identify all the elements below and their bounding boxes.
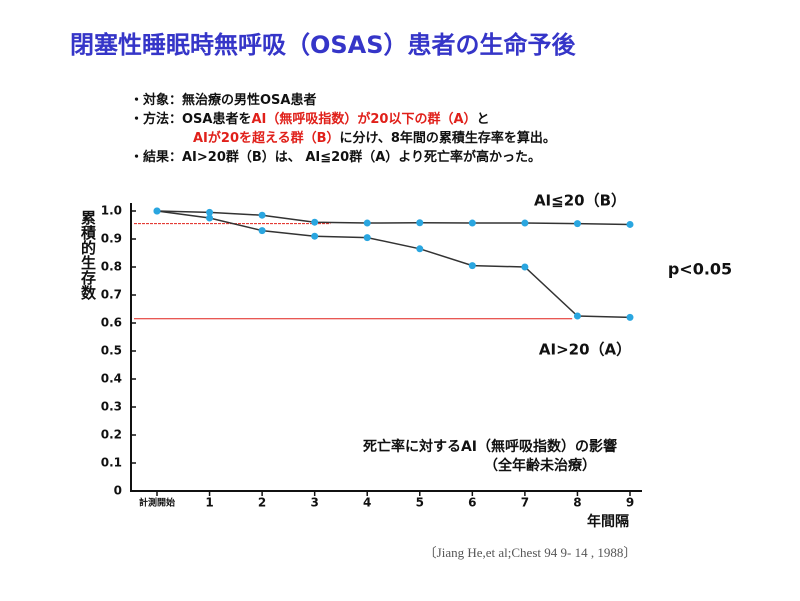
- x-axis-label: 年間隔: [587, 513, 629, 530]
- series-label: AI>20（A）: [539, 341, 631, 359]
- x-tick-label: 計測開始: [139, 497, 175, 509]
- bullet-line: ・対象：無治療の男性OSA患者: [130, 92, 316, 108]
- bullet-text: と: [477, 112, 490, 127]
- bullet-text: ・方法：OSA患者を: [130, 111, 251, 127]
- bullet-text: に分け、8年間の累積生存率を算出。: [340, 130, 556, 146]
- data-point: [153, 207, 161, 215]
- x-tick-label: 5: [416, 496, 424, 510]
- annotation: 死亡率に対するAI（無呼吸指数）の影響: [362, 438, 617, 455]
- x-tick-label: 6: [468, 496, 476, 510]
- y-tick-label: 0.9: [101, 232, 122, 246]
- data-point: [311, 218, 319, 226]
- series-line: [156, 210, 631, 319]
- y-tick-label: 0.8: [101, 260, 122, 274]
- bullet-line: AIが20を超える群（B）に分け、8年間の累積生存率を算出。: [193, 130, 556, 146]
- x-tick-label: 9: [626, 496, 634, 510]
- data-point: [626, 313, 634, 321]
- data-point: [416, 219, 424, 227]
- data-point: [468, 262, 476, 270]
- y-tick-label: 0.1: [101, 456, 122, 470]
- data-point: [311, 232, 319, 240]
- y-tick-label: 0: [114, 484, 122, 498]
- bullet-text: ・結果：AI>20群（B）は、 AI≦20群（A）より死亡率が高かった。: [130, 149, 541, 165]
- bullet-line: ・方法：OSA患者をAI（無呼吸指数）が20以下の群（A）と: [130, 111, 490, 127]
- bullet-line: ・結果：AI>20群（B）は、 AI≦20群（A）より死亡率が高かった。: [130, 149, 541, 165]
- x-tick-label: 1: [205, 496, 213, 510]
- slide-title: 閉塞性睡眠時無呼吸（OSAS）患者の生命予後: [70, 31, 577, 59]
- x-tick-label: 4: [363, 496, 371, 510]
- x-tick-label: 7: [521, 496, 529, 510]
- y-tick-label: 1.0: [101, 204, 122, 218]
- data-point: [521, 263, 529, 271]
- y-axis-label: 累積的生存数: [79, 210, 97, 301]
- y-tick-label: 0.5: [101, 344, 122, 358]
- data-point: [206, 214, 214, 222]
- y-tick-label: 0.6: [101, 316, 122, 330]
- data-point: [258, 211, 266, 219]
- annotation: （全年齢未治療）: [484, 457, 596, 474]
- y-tick-label: 0.4: [101, 372, 122, 386]
- data-point: [363, 234, 371, 242]
- y-tick-label: 0.3: [101, 400, 122, 414]
- data-point: [258, 227, 266, 235]
- x-tick-label: 2: [258, 496, 266, 510]
- data-point: [416, 245, 424, 253]
- bullet-text: ・対象：無治療の男性OSA患者: [130, 92, 316, 108]
- data-point: [573, 312, 581, 320]
- data-point: [206, 208, 214, 216]
- bullet-text: AIが20を超える群（B）: [193, 130, 340, 146]
- y-tick-label: 0.2: [101, 428, 122, 442]
- data-point: [626, 220, 634, 228]
- data-point: [521, 219, 529, 227]
- x-tick-label: 8: [573, 496, 581, 510]
- data-point: [363, 219, 371, 227]
- bullet-text: AI（無呼吸指数）が20以下の群（A）: [251, 111, 476, 127]
- x-tick-label: 3: [310, 496, 318, 510]
- series-line: [156, 210, 631, 226]
- p-value: p<0.05: [668, 260, 732, 279]
- y-tick-label: 0.7: [101, 288, 122, 302]
- data-point: [573, 220, 581, 228]
- data-point: [468, 219, 476, 227]
- citation: 〔Jiang He,et al;Chest 94 9- 14 , 1988〕: [424, 545, 637, 560]
- series-label: AI≦20（B）: [534, 192, 626, 210]
